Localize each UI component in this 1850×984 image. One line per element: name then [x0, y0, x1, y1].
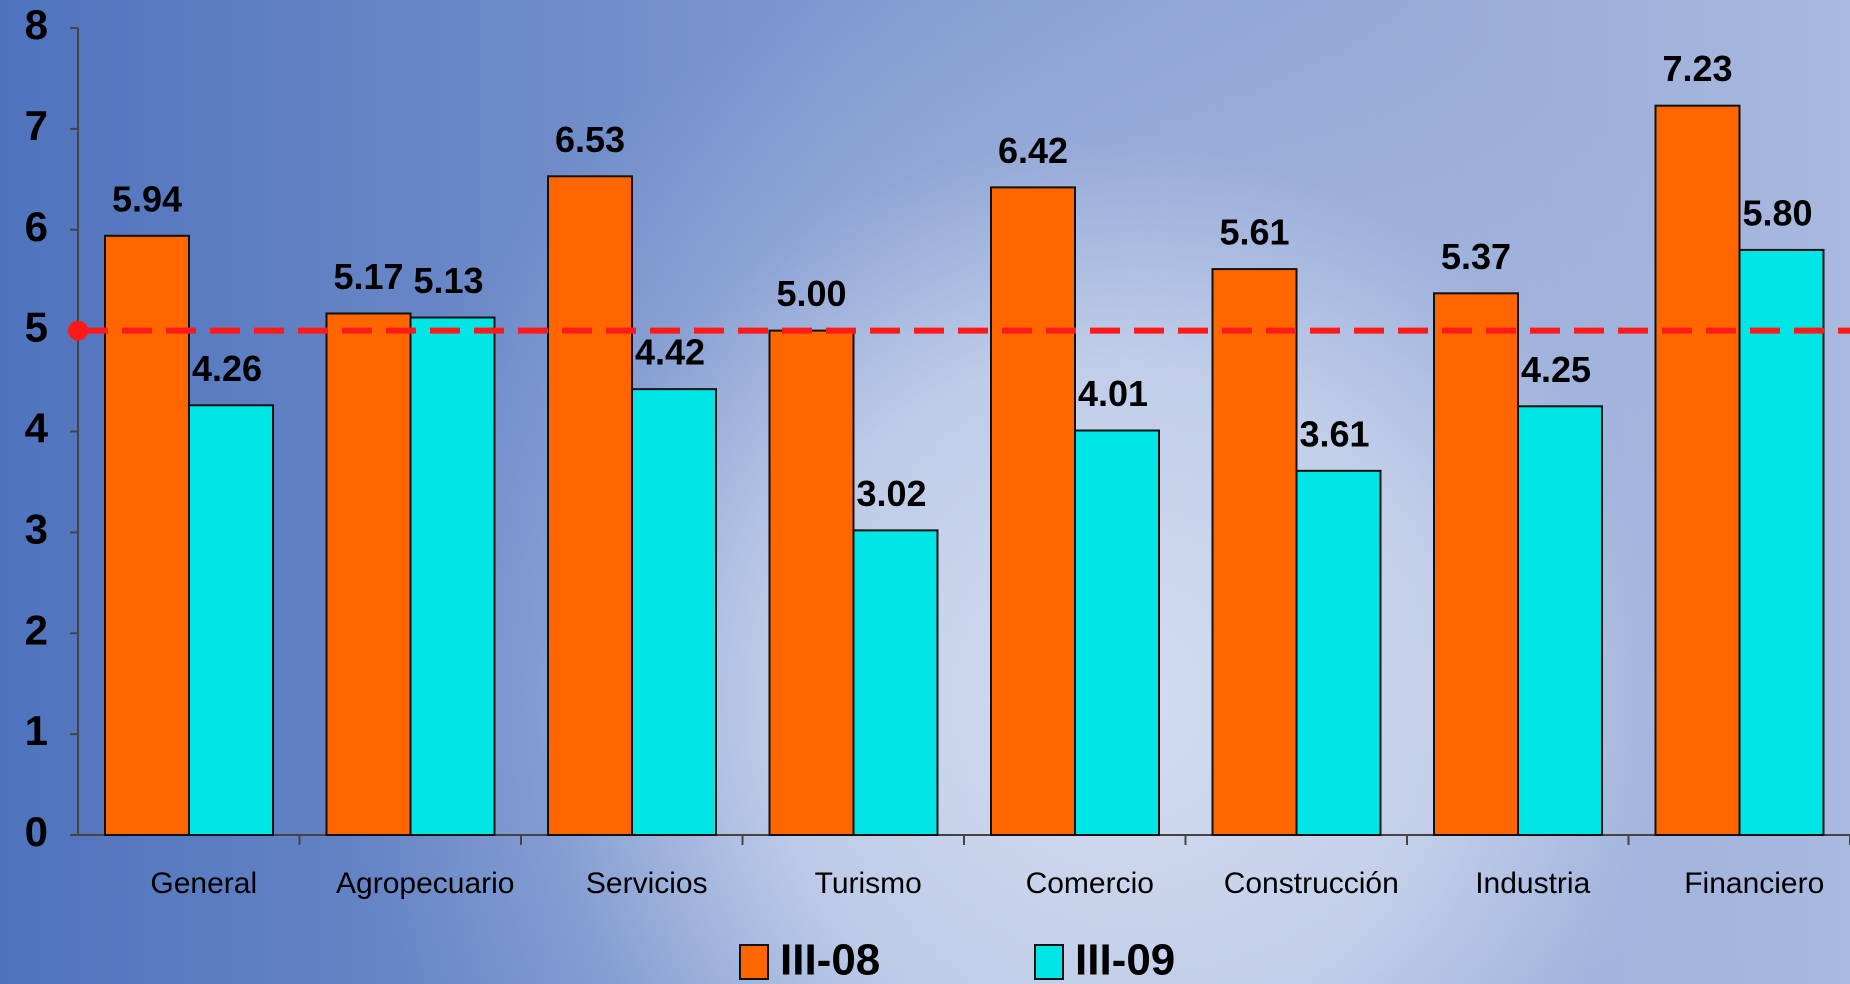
value-label: 5.13	[413, 260, 483, 301]
value-label: 7.23	[1662, 48, 1732, 89]
value-label: 5.94	[112, 178, 182, 219]
value-label: 5.00	[776, 273, 846, 314]
value-label: 4.42	[635, 332, 705, 373]
bar	[1517, 405, 1603, 836]
y-tick-label: 1	[25, 707, 48, 754]
bar	[188, 404, 274, 836]
value-label: 3.02	[856, 473, 926, 514]
bar	[409, 316, 496, 837]
value-label: 3.61	[1299, 413, 1369, 454]
bar	[852, 529, 939, 836]
x-tick-label: Financiero	[1684, 867, 1824, 900]
bar	[768, 329, 855, 836]
bar	[104, 234, 190, 837]
bar	[1074, 429, 1160, 836]
bar	[547, 175, 633, 836]
y-tick-label: 3	[25, 505, 48, 552]
value-label: 4.26	[192, 348, 262, 389]
bar	[1295, 469, 1382, 836]
x-tick-label: General	[150, 867, 257, 900]
legend-swatch	[739, 944, 769, 980]
y-tick-label: 7	[25, 102, 48, 149]
value-label: 6.53	[555, 119, 625, 160]
y-tick-label: 2	[25, 606, 48, 653]
value-label: 5.80	[1742, 192, 1812, 233]
bar	[631, 388, 717, 836]
x-tick-label: Construcción	[1224, 867, 1399, 900]
y-tick-label: 8	[25, 1, 48, 48]
reference-dot	[68, 320, 88, 341]
bar	[1433, 292, 1519, 836]
x-tick-label: Turismo	[815, 867, 922, 900]
bar	[990, 186, 1076, 836]
y-tick-label: 4	[25, 405, 49, 452]
value-label: 4.01	[1078, 373, 1148, 414]
value-label: 5.61	[1219, 212, 1289, 253]
x-tick-label: Servicios	[586, 867, 708, 900]
y-tick-label: 0	[25, 808, 48, 855]
y-tick-label: 5	[25, 304, 48, 351]
x-tick-label: Comercio	[1026, 867, 1154, 900]
y-tick-label: 6	[25, 203, 48, 250]
value-label: 4.25	[1521, 349, 1591, 390]
value-label: 5.37	[1441, 236, 1511, 277]
x-tick-label: Industria	[1475, 867, 1590, 900]
value-label: 6.42	[998, 130, 1068, 171]
value-label: 5.17	[333, 256, 403, 297]
legend-label: III-08	[780, 936, 880, 984]
legend-label: III-09	[1075, 936, 1175, 984]
bar	[1211, 268, 1298, 836]
bar	[1738, 248, 1825, 837]
legend-swatch	[1034, 944, 1064, 980]
bar	[325, 312, 412, 836]
bar	[1654, 104, 1741, 836]
x-tick-label: Agropecuario	[336, 867, 514, 900]
